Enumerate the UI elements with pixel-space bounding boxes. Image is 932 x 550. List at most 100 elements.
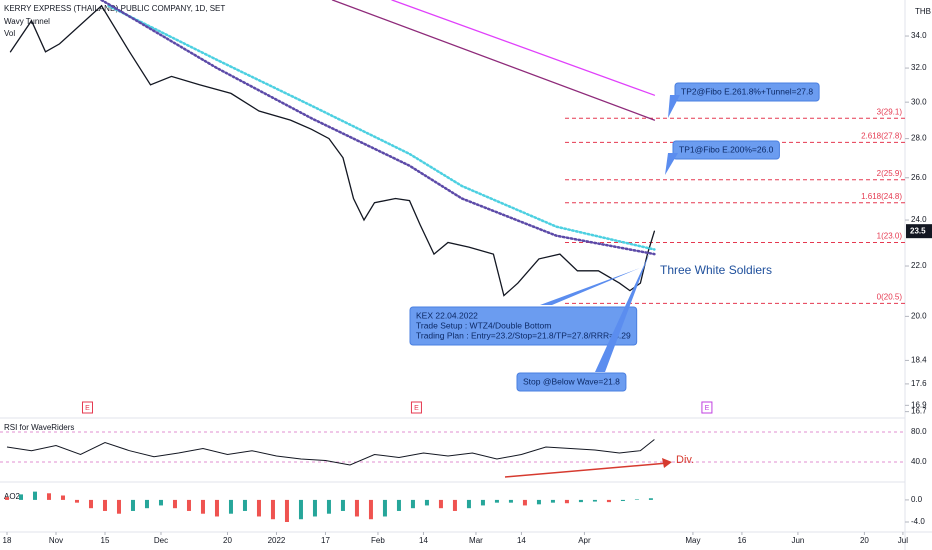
ao-bar [32, 491, 37, 500]
y-tick-label: 32.0 [911, 63, 927, 72]
divergence-label: Div. [676, 454, 694, 466]
ao-bar [186, 499, 191, 511]
y-tick-label: 24.0 [911, 215, 927, 224]
callout-text: TP1@Fibo E.200%=26.0 [679, 144, 774, 154]
pane-title: AO2 [4, 492, 21, 501]
y-tick-label: 18.4 [911, 356, 927, 365]
fib-label: 3(29.1) [877, 107, 903, 116]
ao-bar [4, 497, 9, 500]
callout-box [674, 82, 820, 102]
ao-bar [256, 499, 261, 517]
rsi-line [6, 439, 655, 466]
ao-bar [620, 499, 625, 502]
arrow-head [662, 458, 672, 468]
callout-pointer [665, 153, 678, 175]
fib-label: 0(20.5) [877, 292, 903, 301]
ao-bar [578, 499, 583, 503]
y-tick-label: 16.7 [911, 407, 927, 416]
x-tick-label: Jul [898, 536, 908, 545]
callout-box [672, 140, 780, 160]
callout-text: Stop @Below Wave=21.8 [523, 376, 620, 386]
ao-bar [88, 499, 93, 509]
price-label: 23.5 [910, 226, 926, 235]
event-label: E [414, 405, 419, 412]
y-tick-label: 22.0 [911, 261, 927, 270]
pattern-label: Three White Soldiers [660, 263, 772, 277]
series-line [107, 4, 656, 251]
indicator-label: Wavy Tunnel [4, 17, 50, 26]
ao-bar [354, 499, 359, 517]
callout-text: Trade Setup : WTZ4/Double Bottom [416, 320, 551, 330]
ao-bar [200, 499, 205, 514]
callout-pointer [540, 268, 640, 305]
y-tick-label: 34.0 [911, 31, 927, 40]
x-tick-label: Mar [469, 536, 483, 545]
ao-bar [564, 499, 569, 504]
x-tick-label: 16 [737, 536, 746, 545]
series-line [331, 0, 656, 121]
event-marker [81, 401, 93, 414]
series-line [9, 4, 656, 297]
ao-bar [438, 499, 443, 509]
divergence-arrow [504, 462, 669, 478]
ao-bar [424, 499, 429, 506]
y-tick-label: 40.0 [911, 457, 927, 466]
ao-bar [60, 495, 65, 500]
ao-bar [214, 499, 219, 517]
ao-bar [494, 499, 499, 503]
ao-bar [452, 499, 457, 511]
y-tick-label: 0.0 [911, 495, 923, 504]
ao-bar [158, 499, 163, 506]
x-tick-label: 2022 [268, 536, 286, 545]
y-tick-label: 28.0 [911, 134, 927, 143]
x-tick-label: Nov [49, 536, 63, 545]
ao-bar [410, 499, 415, 509]
ao-bar [606, 499, 611, 503]
fib-label: 1.618(24.8) [861, 192, 902, 201]
callout-pointer [668, 95, 680, 118]
callout-text: Trading Plan : Entry=23.2/Stop=21.8/TP=2… [416, 330, 631, 340]
fib-label: 2(25.9) [877, 169, 903, 178]
callout-pointer [595, 252, 650, 372]
x-tick-label: May [685, 536, 700, 545]
x-tick-label: 17 [321, 536, 330, 545]
ao-bar [298, 499, 303, 520]
x-tick-label: Dec [154, 536, 168, 545]
y-tick-label: 26.0 [911, 173, 927, 182]
ao-bar [242, 499, 247, 511]
y-tick-label: 17.6 [911, 379, 927, 388]
y-tick-label: 30.0 [911, 97, 927, 106]
fib-label: 1(23.0) [877, 232, 903, 241]
pane-title: RSI for WaveRiders [4, 423, 74, 432]
stop-callout: Stop @Below Wave=21.8 [516, 372, 627, 392]
y-tick-label: -4.0 [911, 517, 925, 526]
event-marker [701, 401, 713, 414]
y-tick-label: 20.0 [911, 311, 927, 320]
ao-bar [116, 499, 121, 514]
ao-bar [74, 499, 79, 503]
ao-bar [634, 499, 639, 500]
y-tick-label: 16.9 [911, 400, 927, 409]
ao-bar [466, 499, 471, 509]
x-tick-label: 20 [223, 536, 232, 545]
event-label: E [705, 405, 710, 412]
x-tick-label: 14 [517, 536, 526, 545]
ao-bar [550, 499, 555, 503]
callout-box [409, 306, 638, 346]
price-label-bg [906, 224, 932, 239]
ao-bar [46, 493, 51, 500]
x-tick-label: 20 [860, 536, 869, 545]
ao-bar [312, 499, 317, 517]
ao-bar [536, 499, 541, 505]
ao-bar [382, 499, 387, 517]
ao-bar [480, 499, 485, 506]
ao-bar [368, 499, 373, 520]
ao-bar [102, 499, 107, 511]
fib-label: 2.618(27.8) [861, 132, 902, 141]
event-label: E [85, 405, 90, 412]
callout-text: KEX 22.04.2022 [416, 310, 478, 320]
ao-bar [340, 499, 345, 511]
x-tick-label: Apr [578, 536, 591, 545]
